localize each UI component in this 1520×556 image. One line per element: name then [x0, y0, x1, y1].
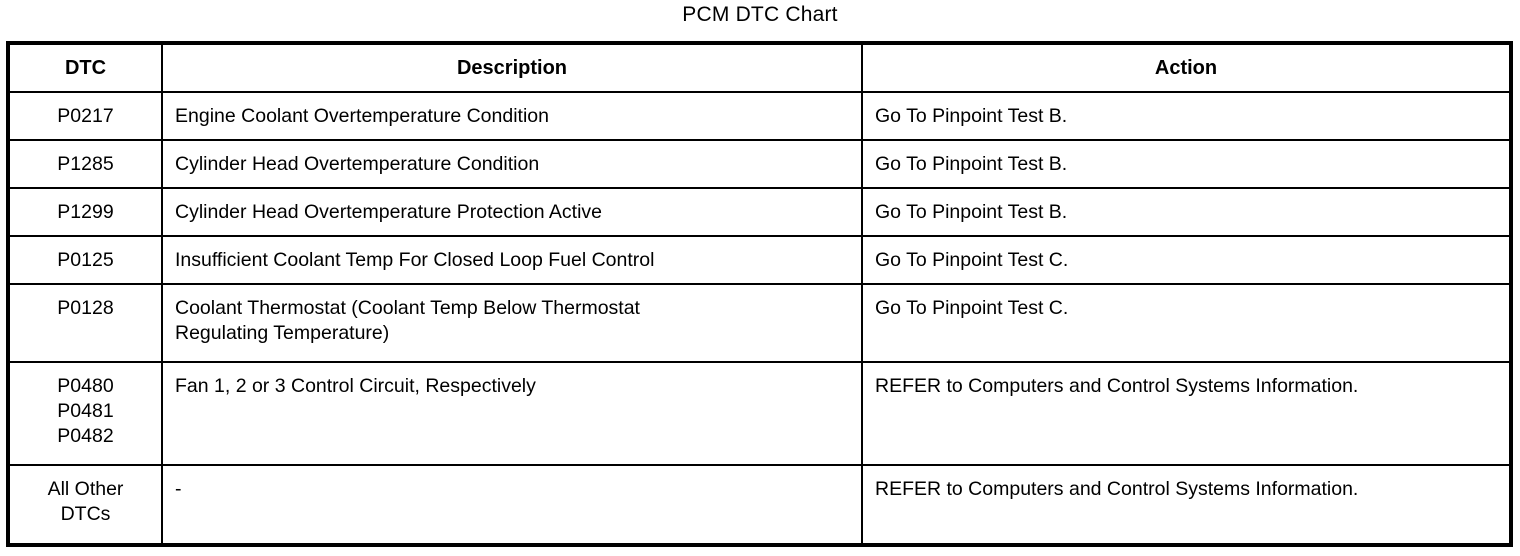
table-header-row: DTC Description Action — [7, 42, 1512, 93]
action-cell: REFER to Computers and Control Systems I… — [861, 361, 1512, 466]
dtc-cell: P1299 — [7, 187, 163, 237]
action-cell: Go To Pinpoint Test B. — [861, 91, 1512, 141]
action-cell: Go To Pinpoint Test C. — [861, 235, 1512, 285]
dtc-cell: All Other DTCs — [7, 464, 163, 546]
table-row: P0480 P0481 P0482 Fan 1, 2 or 3 Control … — [7, 361, 1512, 466]
description-cell: Fan 1, 2 or 3 Control Circuit, Respectiv… — [161, 361, 863, 466]
dtc-cell: P1285 — [7, 139, 163, 189]
description-cell: - — [161, 464, 863, 546]
table-row: P0128 Coolant Thermostat (Coolant Temp B… — [7, 283, 1512, 363]
table-row: P0217 Engine Coolant Overtemperature Con… — [7, 91, 1512, 141]
column-header-description: Description — [161, 42, 863, 93]
pcm-dtc-table: DTC Description Action P0217 Engine Cool… — [6, 41, 1513, 547]
table-row: P0125 Insufficient Coolant Temp For Clos… — [7, 235, 1512, 285]
description-cell: Engine Coolant Overtemperature Condition — [161, 91, 863, 141]
table-row: All Other DTCs - REFER to Computers and … — [7, 464, 1512, 546]
table-row: P1299 Cylinder Head Overtemperature Prot… — [7, 187, 1512, 237]
table-row: P1285 Cylinder Head Overtemperature Cond… — [7, 139, 1512, 189]
description-cell: Cylinder Head Overtemperature Protection… — [161, 187, 863, 237]
column-header-action: Action — [861, 42, 1512, 93]
action-cell: Go To Pinpoint Test B. — [861, 187, 1512, 237]
description-cell: Cylinder Head Overtemperature Condition — [161, 139, 863, 189]
description-cell: Insufficient Coolant Temp For Closed Loo… — [161, 235, 863, 285]
action-cell: Go To Pinpoint Test B. — [861, 139, 1512, 189]
dtc-cell: P0217 — [7, 91, 163, 141]
dtc-cell: P0480 P0481 P0482 — [7, 361, 163, 466]
page-title: PCM DTC Chart — [682, 3, 838, 26]
description-cell: Coolant Thermostat (Coolant Temp Below T… — [161, 283, 863, 363]
dtc-cell: P0125 — [7, 235, 163, 285]
action-cell: Go To Pinpoint Test C. — [861, 283, 1512, 363]
dtc-cell: P0128 — [7, 283, 163, 363]
column-header-dtc: DTC — [7, 42, 163, 93]
action-cell: REFER to Computers and Control Systems I… — [861, 464, 1512, 546]
